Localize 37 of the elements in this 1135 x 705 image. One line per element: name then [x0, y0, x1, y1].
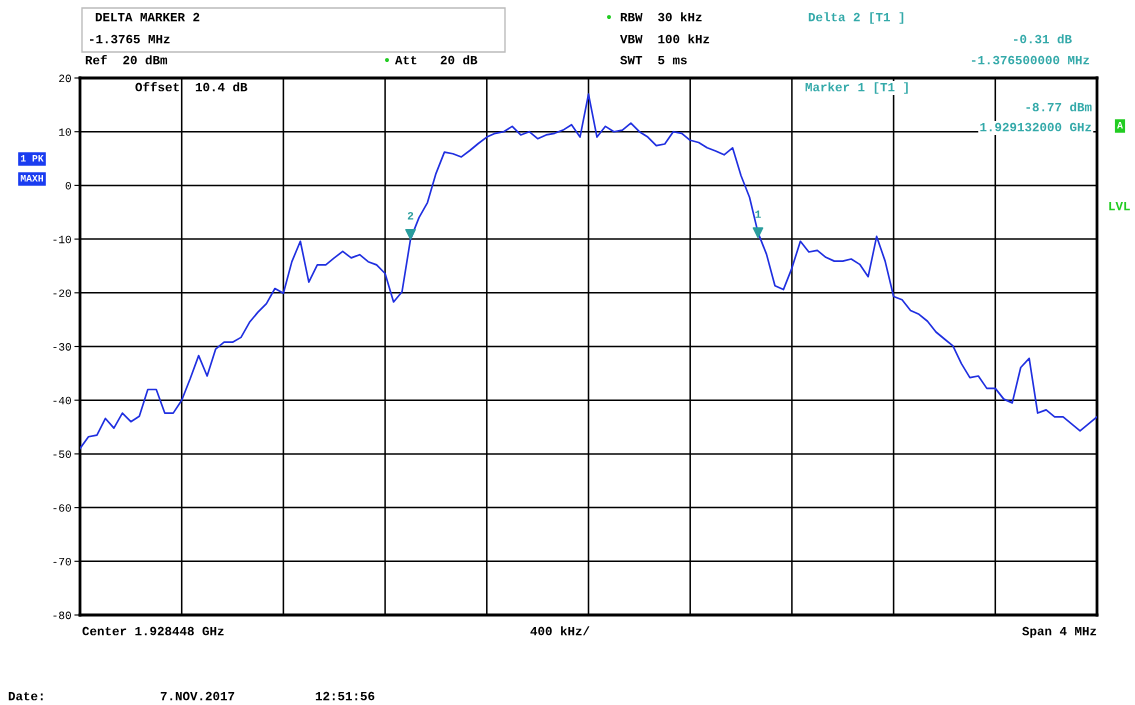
- y-tick-label: -30: [53, 343, 71, 351]
- annotation: Offset 10.4 dB: [135, 81, 248, 92]
- text: -0.31 dB: [1013, 34, 1072, 44]
- y-tick-label: -60: [53, 504, 71, 512]
- y-tick-label: 0: [65, 181, 71, 190]
- series-label: 1: [755, 210, 761, 218]
- y-tick-label: -10: [53, 235, 71, 244]
- series-label: 2: [407, 212, 414, 220]
- text: DELTA MARKER 2: [95, 12, 200, 22]
- y-tick-label: -80: [53, 611, 71, 620]
- text: Span 4 MHz: [1022, 626, 1097, 638]
- y-tick-label: -50: [53, 450, 71, 459]
- text: Att 20 dB: [395, 55, 478, 65]
- text: VBW 100 kHz: [620, 34, 710, 44]
- text: 400 kHz/: [530, 626, 590, 636]
- text: Center 1.928448 GHz: [82, 626, 224, 636]
- text: Delta 2 [T1 ]: [808, 12, 904, 24]
- text: Date:: [8, 691, 43, 701]
- text: Ref 20 dBm: [85, 54, 168, 65]
- y-tick-label: -40: [53, 396, 71, 405]
- text: MAXH: [20, 175, 44, 182]
- text: 12:51:56: [315, 691, 375, 701]
- y-tick-label: -20: [53, 289, 71, 297]
- annotation: 1.929132000 GHz: [980, 122, 1092, 132]
- annotation: -8.77 dBm: [1026, 102, 1092, 112]
- text: RBW 30 kHz: [620, 12, 702, 22]
- y-tick-label: 20: [59, 74, 71, 83]
- text: -1.376500000 MHz: [971, 55, 1090, 65]
- text: LVL: [1109, 202, 1130, 211]
- text: -1.3765 MHz: [89, 34, 170, 44]
- annotation: Marker 1 [T1 ]: [805, 82, 908, 94]
- text: 1 PK: [20, 155, 44, 162]
- y-tick-label: -70: [53, 557, 71, 566]
- text: SWT 5 ms: [620, 55, 687, 65]
- text: 7.NOV.2017: [160, 691, 235, 701]
- y-tick-label: 10: [59, 128, 71, 136]
- text: A: [1117, 122, 1123, 129]
